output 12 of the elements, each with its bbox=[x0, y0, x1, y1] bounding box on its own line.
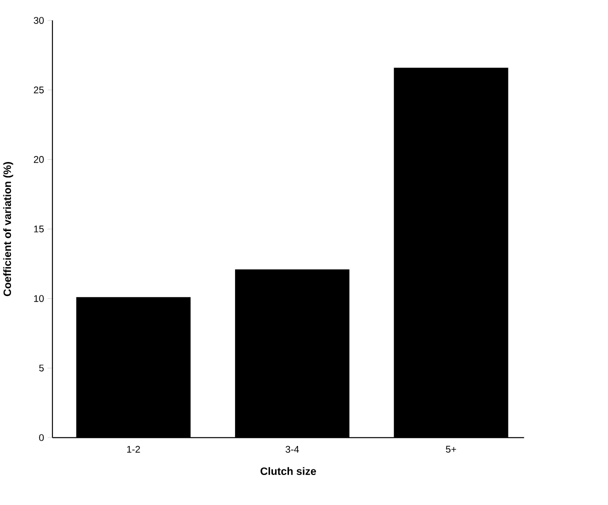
x-tick-label: 5+ bbox=[446, 446, 456, 453]
y-tick-label: 10 bbox=[34, 295, 44, 302]
y-tick-label: 0 bbox=[39, 434, 44, 442]
y-tick-label: 25 bbox=[34, 86, 44, 94]
y-tick-label: 30 bbox=[34, 17, 44, 24]
x-tick-label: 3-4 bbox=[286, 446, 299, 453]
y-tick-label: 20 bbox=[34, 156, 44, 164]
x-axis-title: Clutch size bbox=[260, 467, 316, 476]
x-tick-label: 1-2 bbox=[127, 446, 140, 453]
y-tick-label: 15 bbox=[34, 226, 44, 233]
y-tick-label: 5 bbox=[39, 364, 44, 372]
y-axis-title: Coefficient of variation (%) bbox=[3, 162, 14, 296]
